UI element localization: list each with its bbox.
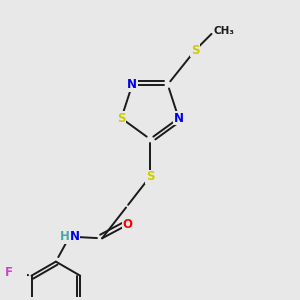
- Text: N: N: [127, 78, 137, 91]
- Text: N: N: [70, 230, 80, 243]
- Text: CH₃: CH₃: [214, 26, 235, 37]
- Text: O: O: [123, 218, 133, 231]
- Text: H: H: [59, 230, 69, 243]
- Text: N: N: [174, 112, 184, 125]
- Text: F: F: [5, 266, 13, 279]
- Text: S: S: [117, 112, 126, 125]
- Text: S: S: [146, 170, 154, 183]
- Text: S: S: [191, 44, 199, 57]
